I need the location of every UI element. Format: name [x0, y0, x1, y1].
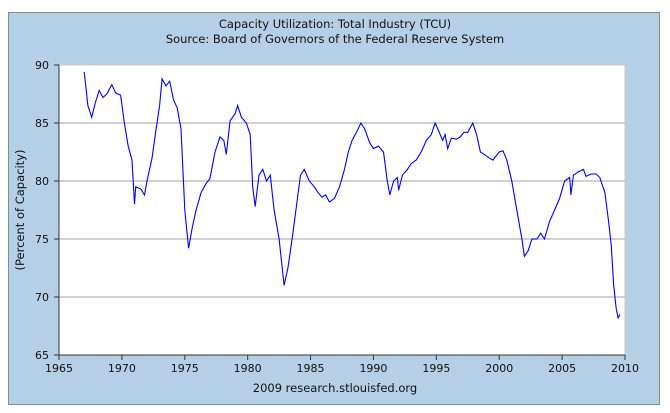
series-line-tcu [83, 71, 621, 320]
x-tick-label: 1985 [297, 362, 325, 375]
y-tick-label: 70 [35, 291, 49, 304]
x-tick-label: 1995 [422, 362, 450, 375]
x-tick-label: 1970 [108, 362, 136, 375]
y-tick-label: 65 [35, 349, 49, 362]
chart-footer: 2009 research.stlouisfed.org [252, 381, 418, 395]
x-tick-label: 1980 [234, 362, 262, 375]
x-tick-label: 1990 [359, 362, 387, 375]
y-tick-label: 90 [35, 59, 49, 72]
y-tick-label: 85 [35, 117, 49, 130]
x-tick-label: 1965 [45, 362, 73, 375]
x-tick-label: 1975 [171, 362, 199, 375]
chart-title: Capacity Utilization: Total Industry (TC… [218, 17, 452, 31]
chart-subtitle: Source: Board of Governors of the Federa… [165, 32, 505, 46]
y-tick-label: 80 [35, 175, 49, 188]
x-tick-label: 2005 [548, 362, 576, 375]
x-tick-label: 2010 [611, 362, 639, 375]
x-tick-label: 2000 [485, 362, 513, 375]
y-tick-label: 75 [35, 233, 49, 246]
plot-area [58, 64, 626, 356]
y-axis-label: (Percent of Capacity) [13, 150, 27, 271]
